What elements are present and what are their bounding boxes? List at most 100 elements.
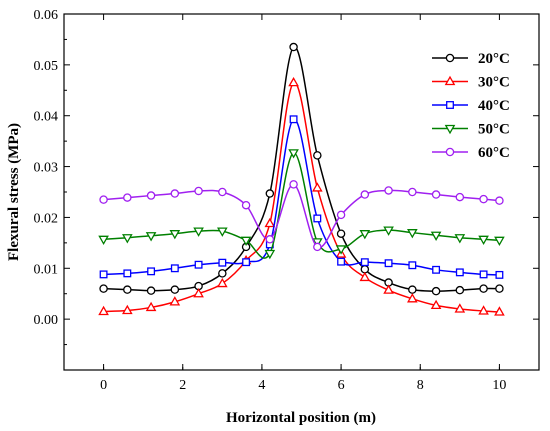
data-point bbox=[170, 285, 180, 294]
data-point bbox=[217, 277, 228, 288]
data-point bbox=[336, 210, 346, 220]
data-point bbox=[360, 258, 369, 267]
data-point bbox=[264, 249, 276, 260]
data-point bbox=[217, 227, 228, 237]
data-point bbox=[123, 193, 132, 202]
data-point bbox=[313, 151, 322, 160]
data-point bbox=[454, 234, 466, 244]
data-point bbox=[241, 200, 251, 210]
data-point bbox=[98, 305, 109, 316]
data-point bbox=[431, 286, 441, 296]
y-axis-title: Flexural stress (MPa) bbox=[6, 123, 22, 261]
data-point bbox=[122, 234, 133, 244]
y-tick-label: 0.01 bbox=[34, 262, 59, 277]
data-point bbox=[495, 196, 504, 205]
data-point bbox=[169, 296, 181, 306]
data-point bbox=[359, 271, 371, 282]
legend-item: 40°C bbox=[432, 98, 510, 114]
data-point bbox=[455, 268, 464, 277]
data-point bbox=[383, 226, 394, 236]
data-point bbox=[312, 182, 323, 192]
data-point bbox=[242, 258, 251, 267]
data-point bbox=[240, 236, 252, 247]
data-point bbox=[146, 286, 156, 295]
legend-marker bbox=[445, 53, 455, 63]
data-point bbox=[194, 186, 203, 196]
y-tick-label: 0.05 bbox=[34, 59, 59, 74]
data-point bbox=[495, 270, 504, 279]
data-point bbox=[408, 261, 417, 270]
data-point bbox=[99, 284, 108, 293]
x-axis-title: Horizontal position (m) bbox=[226, 410, 376, 426]
data-point bbox=[408, 187, 417, 197]
data-point bbox=[98, 235, 109, 246]
data-point bbox=[313, 242, 322, 252]
legend-item: 30°C bbox=[432, 75, 510, 91]
data-point bbox=[336, 229, 346, 238]
data-point bbox=[408, 285, 417, 294]
data-point bbox=[312, 238, 323, 248]
data-point bbox=[479, 194, 488, 204]
data-point bbox=[265, 235, 275, 244]
data-point bbox=[193, 227, 204, 237]
data-point bbox=[194, 260, 203, 269]
data-point bbox=[478, 235, 489, 246]
data-point bbox=[478, 305, 489, 315]
series-1 bbox=[99, 42, 504, 296]
legend-marker bbox=[444, 75, 456, 86]
legend-label: 40°C bbox=[478, 98, 510, 114]
series-4 bbox=[98, 149, 505, 260]
x-tick-label: 10 bbox=[492, 378, 506, 393]
data-point bbox=[289, 180, 298, 189]
data-point bbox=[288, 149, 299, 159]
axis-ticks: 0 2 4 6 8 10 0.00 0.01 0.02 0.03 0.04 0.05 0.06 bbox=[34, 8, 539, 393]
data-point bbox=[123, 269, 132, 278]
x-tick-label: 6 bbox=[338, 378, 345, 393]
data-point bbox=[494, 236, 505, 247]
y-tick-label: 0.02 bbox=[34, 211, 59, 226]
data-point bbox=[384, 186, 393, 195]
data-point bbox=[359, 230, 371, 240]
y-tick-label: 0.03 bbox=[34, 161, 59, 176]
legend-label: 60°C bbox=[478, 145, 510, 161]
data-point bbox=[383, 284, 394, 294]
data-point bbox=[494, 306, 505, 316]
data-point bbox=[495, 284, 504, 293]
data-point bbox=[99, 270, 108, 279]
legend-label: 20°C bbox=[478, 51, 510, 67]
data-point bbox=[145, 232, 157, 242]
data-point bbox=[289, 115, 298, 124]
data-point bbox=[431, 190, 441, 199]
data-point bbox=[146, 191, 156, 200]
y-tick-label: 0.06 bbox=[34, 8, 59, 23]
data-point bbox=[218, 258, 227, 267]
data-point bbox=[430, 231, 442, 241]
data-point bbox=[360, 190, 370, 199]
series-5 bbox=[99, 180, 504, 252]
x-tick-label: 8 bbox=[417, 378, 424, 393]
legend-item: 20°C bbox=[432, 51, 510, 67]
series-line bbox=[103, 152, 500, 259]
data-point bbox=[264, 217, 276, 228]
data-point bbox=[384, 259, 393, 268]
legend-marker bbox=[445, 147, 455, 157]
data-point bbox=[337, 257, 346, 266]
data-point bbox=[169, 230, 181, 240]
data-point bbox=[479, 270, 488, 279]
data-point bbox=[407, 229, 418, 239]
legend-item: 50°C bbox=[432, 122, 510, 138]
series-3 bbox=[99, 115, 504, 279]
series-2 bbox=[98, 76, 505, 316]
legend-label: 50°C bbox=[478, 122, 510, 138]
data-point bbox=[288, 76, 299, 87]
data-point bbox=[407, 293, 418, 303]
data-point bbox=[479, 284, 488, 293]
legend-item: 60°C bbox=[432, 145, 510, 161]
data-point bbox=[123, 285, 132, 294]
x-tick-label: 2 bbox=[179, 378, 186, 393]
series-line bbox=[103, 81, 500, 313]
x-tick-label: 0 bbox=[100, 378, 107, 393]
data-point bbox=[170, 264, 179, 273]
data-point bbox=[335, 245, 347, 255]
